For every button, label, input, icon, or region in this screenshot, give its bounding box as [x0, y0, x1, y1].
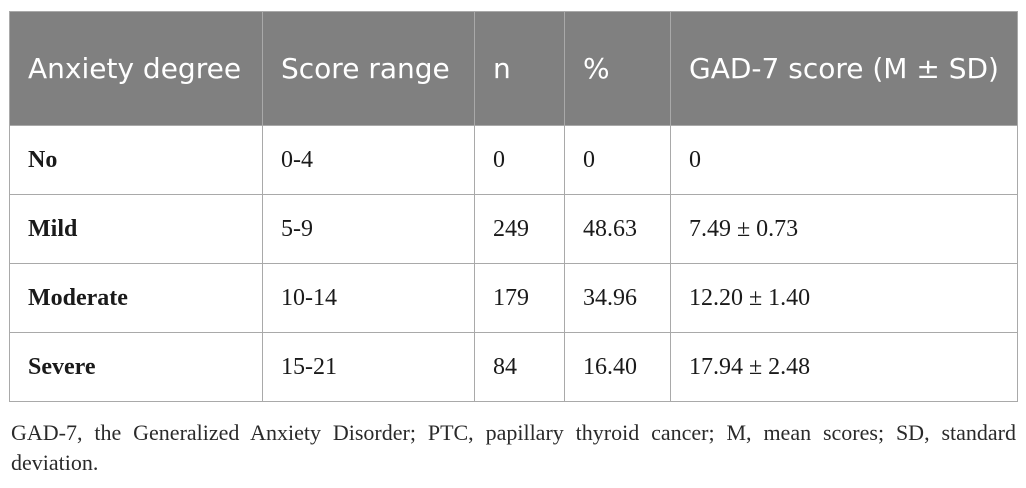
header-anxiety-degree: Anxiety degree: [9, 11, 263, 126]
cell-percent: 48.63: [564, 194, 671, 264]
cell-n: 249: [474, 194, 565, 264]
header-row: Anxiety degree Score range n % GAD-7 sco…: [9, 11, 1018, 126]
table-footnote: GAD-7, the Generalized Anxiety Disorder;…: [11, 420, 1016, 475]
cell-score: 0: [670, 125, 1018, 195]
table-row: Severe 15-21 84 16.40 17.94 ± 2.48: [9, 332, 1018, 402]
anxiety-table-container: Anxiety degree Score range n % GAD-7 sco…: [9, 11, 1018, 402]
header-n: n: [474, 11, 565, 126]
table-row: Mild 5-9 249 48.63 7.49 ± 0.73: [9, 194, 1018, 264]
cell-percent: 0: [564, 125, 671, 195]
cell-percent: 34.96: [564, 263, 671, 333]
table-row: No 0-4 0 0 0: [9, 125, 1018, 195]
cell-n: 179: [474, 263, 565, 333]
cell-n: 84: [474, 332, 565, 402]
cell-degree: Severe: [9, 332, 263, 402]
table-row: Moderate 10-14 179 34.96 12.20 ± 1.40: [9, 263, 1018, 333]
table-header: Anxiety degree Score range n % GAD-7 sco…: [9, 11, 1018, 126]
cell-score: 17.94 ± 2.48: [670, 332, 1018, 402]
cell-score: 7.49 ± 0.73: [670, 194, 1018, 264]
cell-range: 5-9: [262, 194, 475, 264]
cell-range: 15-21: [262, 332, 475, 402]
anxiety-degree-table: Anxiety degree Score range n % GAD-7 sco…: [9, 11, 1018, 402]
cell-range: 10-14: [262, 263, 475, 333]
cell-score: 12.20 ± 1.40: [670, 263, 1018, 333]
header-score-range: Score range: [262, 11, 475, 126]
header-gad7-score: GAD-7 score (M ± SD): [670, 11, 1018, 126]
table-body: No 0-4 0 0 0 Mild 5-9 249 48.63 7.49 ± 0…: [9, 125, 1018, 402]
cell-percent: 16.40: [564, 332, 671, 402]
header-percent: %: [564, 11, 671, 126]
cell-degree: Mild: [9, 194, 263, 264]
cell-range: 0-4: [262, 125, 475, 195]
cell-degree: Moderate: [9, 263, 263, 333]
cell-n: 0: [474, 125, 565, 195]
cell-degree: No: [9, 125, 263, 195]
